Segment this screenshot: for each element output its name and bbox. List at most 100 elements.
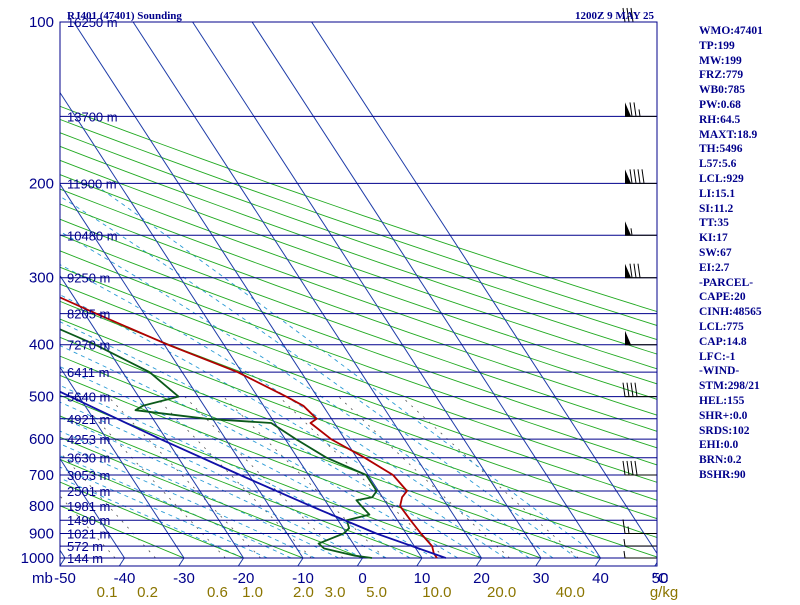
index-item: L57:5.6 bbox=[699, 158, 737, 171]
index-item: CAP:14.8 bbox=[699, 335, 747, 348]
index-item: EI:2.7 bbox=[699, 261, 730, 274]
moist-adiabat bbox=[92, 183, 601, 559]
wind-barb bbox=[622, 460, 657, 476]
moist-adiabat bbox=[60, 231, 554, 559]
isotherm-line bbox=[535, 557, 542, 566]
height-level-label: 1021 m bbox=[67, 527, 110, 542]
wind-barb-flag bbox=[622, 460, 626, 476]
wind-barb-flag bbox=[622, 382, 626, 397]
mixing-ratio-label: 0.1 bbox=[97, 584, 118, 600]
wind-barb-halfflag bbox=[623, 538, 626, 547]
pressure-tick-label: 500 bbox=[29, 389, 54, 406]
wind-barb-pennant bbox=[625, 263, 631, 278]
index-item: LI:15.1 bbox=[699, 187, 736, 200]
wind-barb bbox=[622, 382, 657, 398]
mixing-ratio-label: 0.6 bbox=[207, 584, 228, 600]
moist-adiabat bbox=[60, 345, 458, 559]
index-item: CINH:48565 bbox=[699, 306, 762, 319]
mixing-ratio-label: 0.2 bbox=[137, 584, 158, 600]
wind-barb-flag bbox=[626, 460, 630, 476]
index-item: EHI:0.0 bbox=[699, 439, 739, 452]
index-item: SI:11.2 bbox=[699, 202, 734, 215]
wind-barb-flag bbox=[633, 102, 637, 117]
mixing-ratio-label: 20.0 bbox=[487, 584, 516, 600]
sounding-time: 1200Z 9 MAY 25 bbox=[575, 10, 654, 22]
temperature-tick-label: -40 bbox=[114, 570, 136, 587]
mixing-ratio-label: 5.0 bbox=[366, 584, 387, 600]
wind-barb-flag bbox=[626, 7, 630, 23]
isotherm-line bbox=[654, 561, 657, 566]
pressure-tick-label: 700 bbox=[29, 467, 54, 484]
wind-barb-flag bbox=[641, 169, 645, 184]
height-level-label: 4253 m bbox=[67, 432, 110, 447]
isotherm-line bbox=[192, 22, 542, 559]
wind-barb-flag bbox=[634, 382, 638, 397]
index-item: FRZ:779 bbox=[699, 69, 744, 82]
wind-barb-pennant bbox=[625, 221, 631, 236]
parcel-profile bbox=[60, 390, 447, 559]
isotherm-line bbox=[60, 366, 185, 559]
temperature-tick-label: 20 bbox=[473, 570, 490, 587]
index-item: STM:298/21 bbox=[699, 380, 760, 393]
wind-barb-flag bbox=[634, 460, 638, 476]
pressure-tick-label: 400 bbox=[29, 337, 54, 354]
isobars bbox=[60, 21, 657, 559]
index-item: KI:17 bbox=[699, 232, 728, 245]
height-level-label: 7270 m bbox=[67, 338, 110, 353]
isotherm-line bbox=[594, 557, 601, 566]
wind-barb bbox=[625, 169, 657, 184]
wind-barb-flag bbox=[637, 169, 641, 184]
index-panel: WMO:47401 TP:199 MW:199 FRZ:779 WB0:785 PW:0.… bbox=[699, 24, 763, 483]
height-level-label: 6411 m bbox=[67, 365, 109, 380]
index-item: CAPE:20 bbox=[699, 291, 746, 304]
moist-adiabat bbox=[60, 443, 316, 559]
mixing-ratio-label: 10.0 bbox=[422, 584, 451, 600]
isotherm-line bbox=[178, 557, 185, 566]
isotherm-line bbox=[73, 22, 423, 559]
index-item: TT:35 bbox=[699, 217, 729, 230]
index-item: LCL:929 bbox=[699, 172, 744, 185]
isotherm-line bbox=[475, 557, 482, 566]
height-level-label: 3630 m bbox=[67, 451, 110, 466]
wind-barb bbox=[625, 263, 657, 279]
pressure-tick-label: 900 bbox=[29, 526, 54, 543]
mixing-ratio-unit: g/kg bbox=[650, 584, 678, 600]
height-level-label: 3053 m bbox=[67, 468, 110, 483]
mixing-ratio-line bbox=[223, 396, 385, 559]
index-item: RH:64.5 bbox=[699, 113, 741, 126]
isotherm-line bbox=[60, 457, 125, 559]
height-level-label: 4921 m bbox=[67, 412, 110, 427]
wind-barb-halfflag bbox=[630, 228, 633, 236]
profiles bbox=[60, 296, 447, 559]
isotherm-line bbox=[60, 91, 363, 559]
wind-barb-flag bbox=[630, 7, 634, 23]
height-level-label: 9250 m bbox=[67, 271, 110, 286]
wind-barb bbox=[625, 330, 657, 346]
wind-barb-halfflag bbox=[638, 109, 641, 117]
isotherm-line bbox=[416, 557, 423, 566]
pressure-tick-label: 100 bbox=[29, 14, 54, 31]
wind-barb-flag bbox=[622, 519, 626, 534]
temperature-tick-label: -10 bbox=[292, 570, 314, 587]
mixing-ratio-line bbox=[184, 396, 344, 559]
mixing-ratio-label: 1.0 bbox=[242, 584, 263, 600]
height-level-label: 1981 m bbox=[67, 499, 110, 514]
index-item: SW:67 bbox=[699, 246, 732, 259]
index-item: WB0:785 bbox=[699, 84, 745, 97]
height-level-label: 10480 m bbox=[67, 228, 118, 243]
index-item: TH:5496 bbox=[699, 143, 743, 156]
index-item: SHR+:0.0 bbox=[699, 409, 748, 422]
height-level-label: 5640 m bbox=[67, 390, 110, 405]
wind-barb-flag bbox=[633, 263, 637, 278]
isotherm-line bbox=[132, 22, 482, 559]
dewpoint-profile bbox=[60, 328, 378, 559]
index-item: SRDS:102 bbox=[699, 424, 750, 437]
temperature-tick-label: 10 bbox=[414, 570, 431, 587]
mixing-ratio-label: 2.0 bbox=[293, 584, 314, 600]
isotherm-line bbox=[297, 557, 304, 566]
station-title: RJ401 (47401) Sounding bbox=[67, 10, 182, 22]
index-item: -WIND- bbox=[699, 365, 740, 378]
